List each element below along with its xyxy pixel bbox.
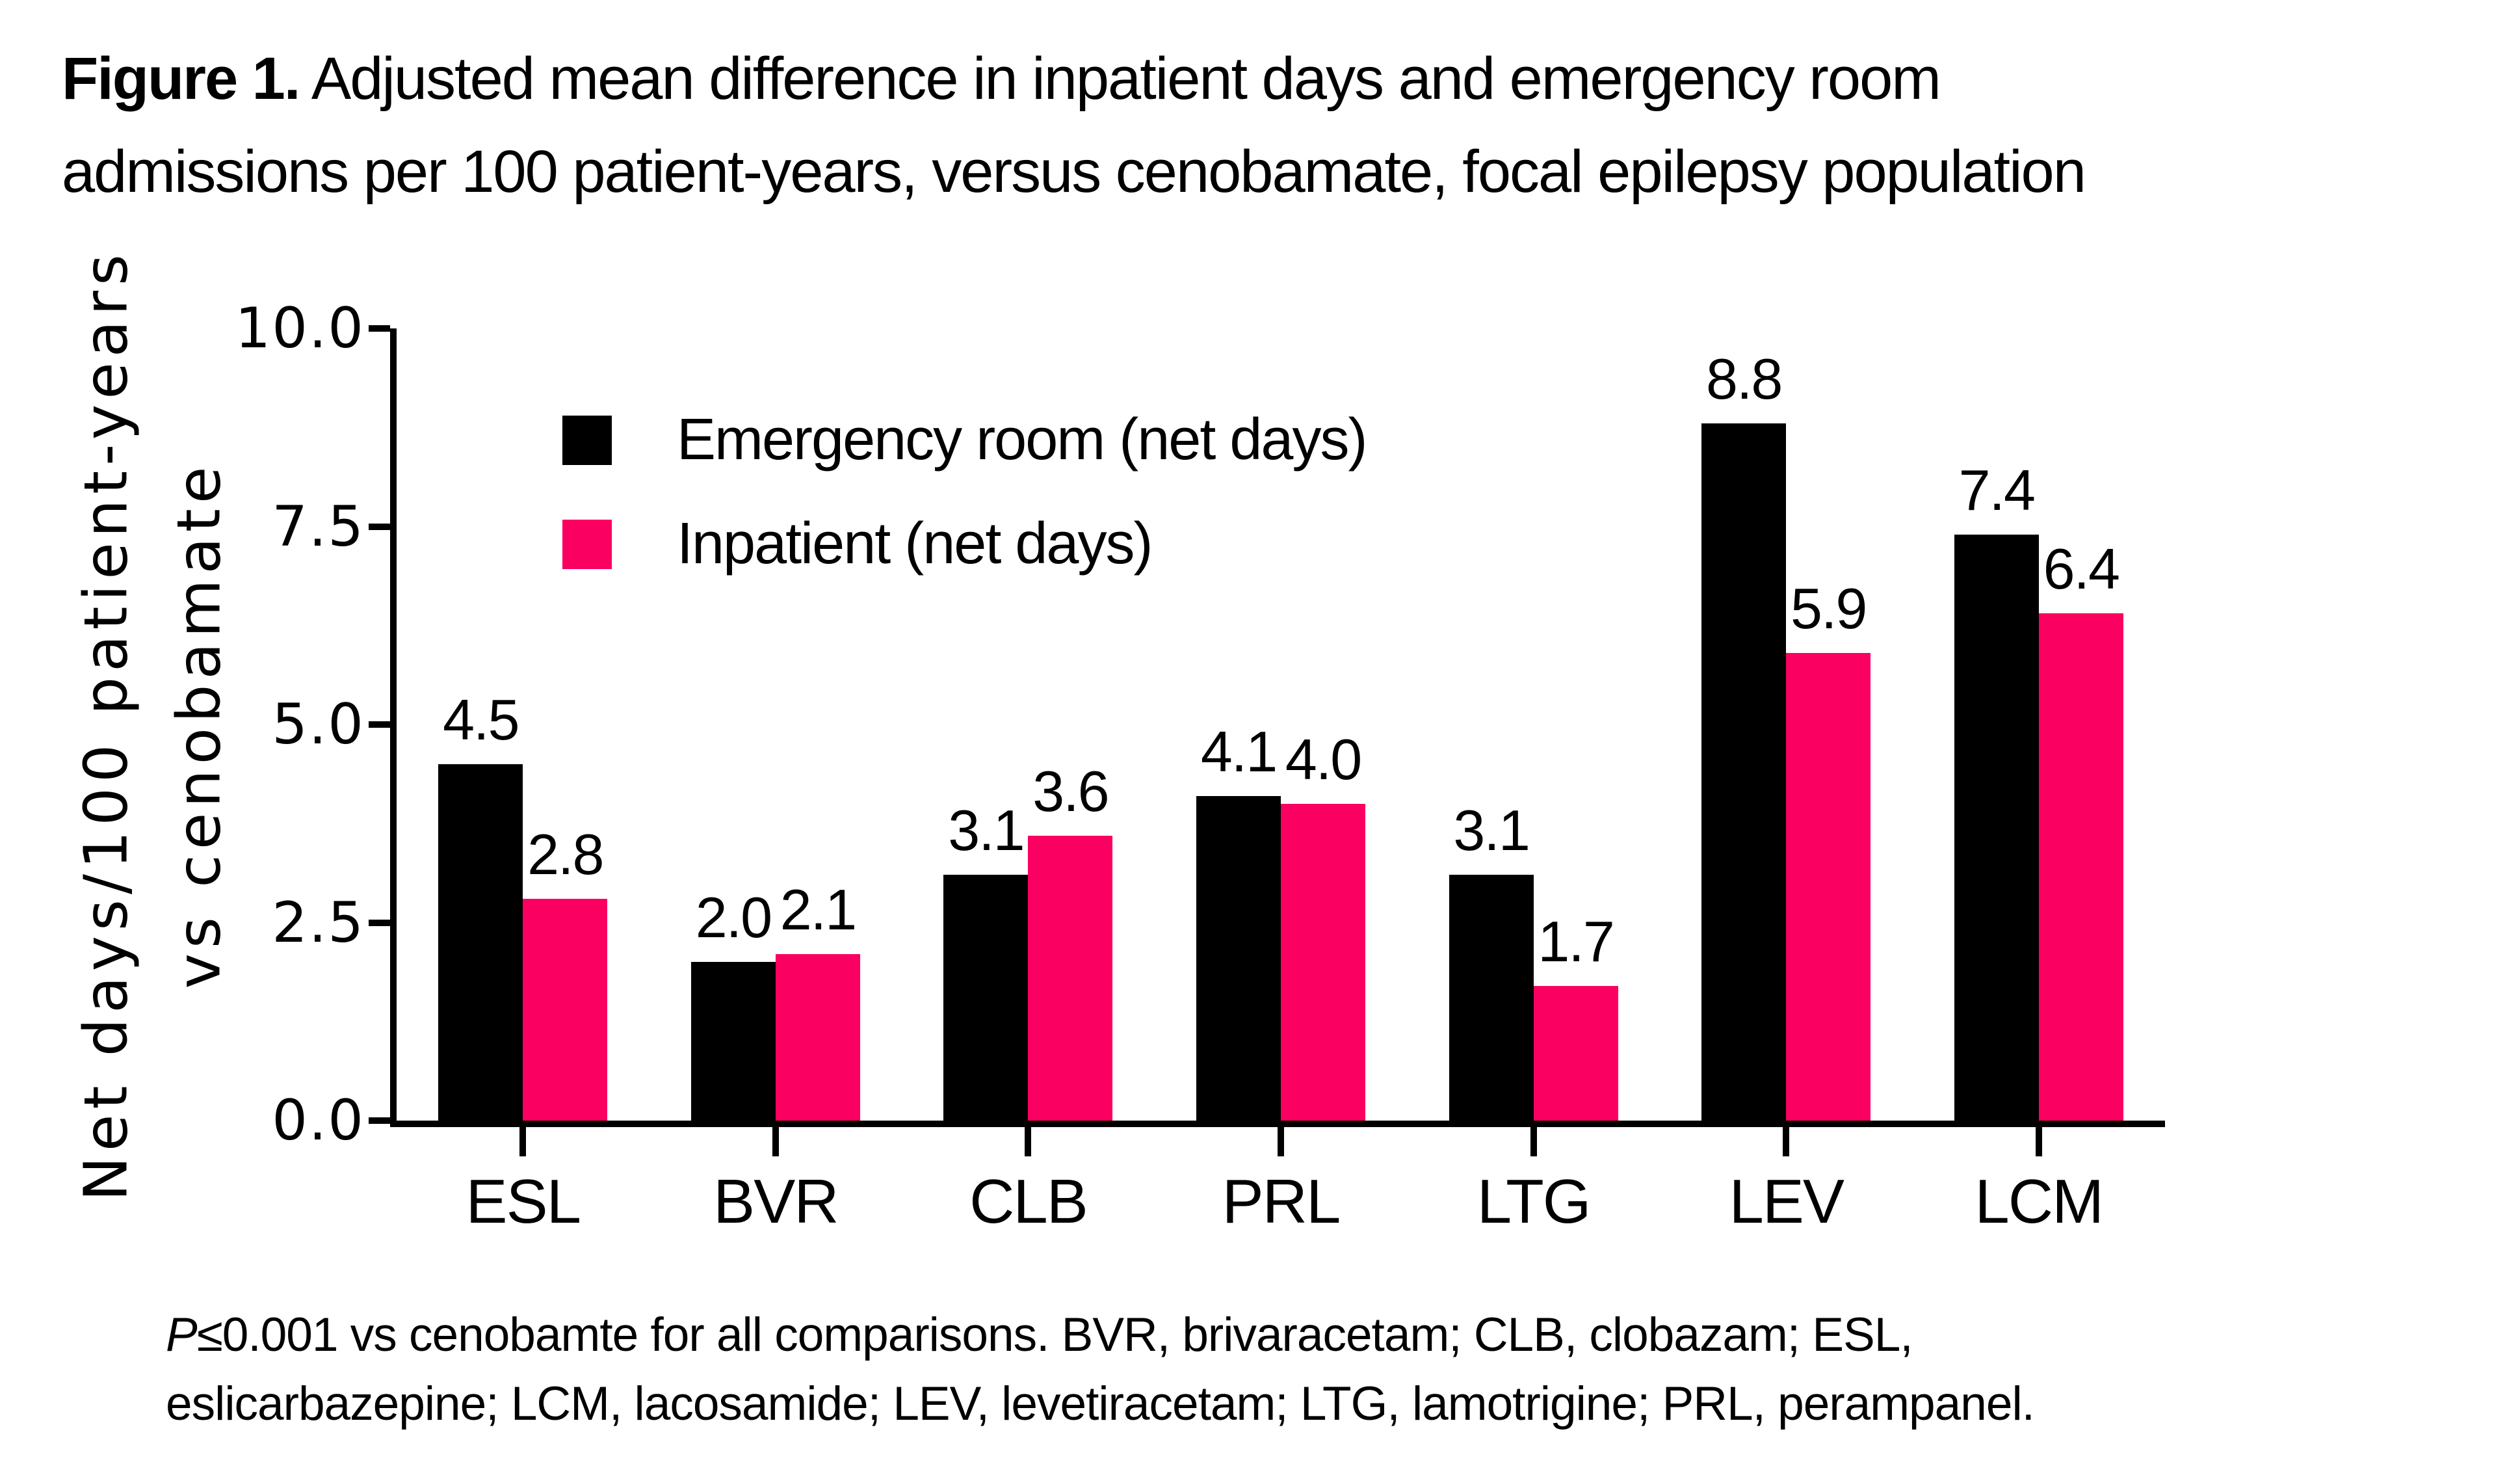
bar-groups: 4.5 2.8 ESL 2.0 2.1 BVR 3.1 3.6 CLB 4.1 4.0 PRL 3.1 1… (397, 328, 2165, 1234)
bar-inpatient-lev: 5.9 (1786, 580, 1871, 1121)
x-axis-label-lcm: LCM (1975, 1167, 2104, 1236)
category-group-bvr: 2.0 2.1 BVR (650, 328, 902, 1234)
footnote: P≤0.001 vs cenobamte for all comparisons… (166, 1301, 2376, 1439)
bar-value-label: 6.4 (2043, 537, 2120, 602)
x-axis-label-lev: LEV (1729, 1167, 1844, 1236)
bar-pair: 4.1 4.0 (1196, 328, 1366, 1121)
bar-value-label: 2.1 (780, 877, 857, 942)
x-axis-label-bvr: BVR (713, 1167, 839, 1236)
category-group-esl: 4.5 2.8 ESL (397, 328, 650, 1234)
y-axis-tick-label: 10.0 (235, 296, 365, 361)
bar-inpatient-lcm: 6.4 (2038, 540, 2123, 1121)
plot-area: 0.0 2.5 5.0 7.5 10.0 4.5 2.8 ESL 2.0 2.1 BVR 3.1 3.… (235, 296, 2165, 1234)
footnote-line1: P≤0.001 vs cenobamte for all comparisons… (166, 1301, 2376, 1370)
bar-pair: 3.1 1.7 (1449, 328, 1618, 1121)
y-axis-title: Net days/100 patient-years vs cenobamate (60, 249, 245, 1201)
category-group-prl: 4.1 4.0 PRL (1155, 328, 1408, 1234)
bar-inpatient-ltg: 1.7 (1533, 912, 1618, 1121)
bar-value-label: 2.8 (527, 821, 604, 886)
y-axis-tick (369, 721, 390, 728)
bar-emergency-room-lcm: 7.4 (1954, 461, 2039, 1121)
y-axis-tick (369, 325, 390, 332)
legend-swatch-emergency-room (562, 415, 612, 465)
bar-pair: 8.8 5.9 (1701, 328, 1871, 1121)
category-group-ltg: 3.1 1.7 LTG (1407, 328, 1660, 1234)
y-axis-tick (369, 1117, 390, 1124)
footnote-p-value: P (166, 1309, 198, 1361)
bar-value-label: 3.1 (1453, 798, 1530, 863)
bar-value-label: 3.6 (1032, 758, 1109, 823)
legend-swatch-inpatient (562, 519, 612, 569)
bar-value-label: 3.1 (948, 798, 1025, 863)
bar-inpatient-clb: 3.6 (1028, 762, 1113, 1121)
x-axis-tick (772, 1127, 779, 1156)
x-axis-tick (519, 1127, 527, 1156)
bar-value-label: 5.9 (1791, 576, 1867, 641)
bar-emergency-room-bvr: 2.0 (690, 889, 776, 1121)
y-axis-tick-label: 0.0 (272, 1088, 365, 1153)
bar-value-label: 4.0 (1285, 726, 1362, 792)
y-axis: 0.0 2.5 5.0 7.5 10.0 (235, 296, 2165, 1153)
bar-value-label: 1.7 (1538, 909, 1614, 974)
bar-value-label: 4.5 (443, 687, 519, 752)
legend-label-emergency-room: Emergency room (net days) (677, 407, 1367, 472)
bar-emergency-room-clb: 3.1 (943, 802, 1029, 1121)
y-axis-title-line2: vs cenobamate (164, 461, 233, 989)
figure-title-line1: Figure 1. Adjusted mean difference in in… (62, 33, 2480, 126)
footnote-line1-text: ≤0.001 vs cenobamte for all comparisons.… (196, 1309, 1913, 1361)
bar-pair: 4.5 2.8 (438, 328, 608, 1121)
category-group-clb: 3.1 3.6 CLB (902, 328, 1155, 1234)
x-axis-tick (1025, 1127, 1032, 1156)
legend-item-inpatient: Inpatient (net days) (562, 511, 1366, 578)
bar-pair: 2.0 2.1 (690, 328, 860, 1121)
x-axis-label-prl: PRL (1222, 1167, 1341, 1236)
bar-inpatient-prl: 4.0 (1281, 730, 1366, 1121)
bar-value-label: 8.8 (1706, 347, 1783, 412)
bar-emergency-room-esl: 4.5 (438, 691, 523, 1121)
bar-emergency-room-ltg: 3.1 (1449, 802, 1534, 1121)
legend-label-inpatient: Inpatient (net days) (677, 511, 1153, 576)
x-axis-tick (1783, 1127, 1790, 1156)
figure-number: Figure 1. (62, 46, 300, 112)
figure-title: Figure 1. Adjusted mean difference in in… (62, 33, 2480, 218)
figure-title-line2: admissions per 100 patient-years, versus… (62, 138, 2086, 205)
x-axis-tick (1530, 1127, 1537, 1156)
legend: Emergency room (net days) Inpatient (net… (562, 406, 1367, 578)
bar-inpatient-bvr: 2.1 (775, 881, 860, 1121)
y-axis-tick-label: 5.0 (272, 692, 365, 757)
x-axis-label-ltg: LTG (1477, 1167, 1592, 1236)
bar-pair: 3.1 3.6 (943, 328, 1113, 1121)
bar-pair: 7.4 6.4 (1954, 328, 2123, 1121)
figure-title-line1-text: Adjusted mean difference in inpatient da… (299, 46, 1941, 112)
bar-value-label: 4.1 (1200, 719, 1278, 784)
bar-value-label: 7.4 (1958, 457, 2036, 522)
x-axis-label-clb: CLB (969, 1167, 1088, 1236)
x-axis-label-esl: ESL (466, 1167, 581, 1236)
y-axis-tick-label: 2.5 (272, 890, 365, 955)
x-axis-tick (2035, 1127, 2042, 1156)
y-axis-tick-label: 7.5 (272, 494, 365, 559)
bar-value-label: 2.0 (695, 885, 772, 950)
bar-emergency-room-lev: 8.8 (1701, 351, 1787, 1121)
x-axis-tick (1278, 1127, 1285, 1156)
y-axis-title-line1: Net days/100 patient-years (71, 249, 141, 1201)
bar-emergency-room-prl: 4.1 (1196, 723, 1281, 1121)
legend-item-emergency-room: Emergency room (net days) (562, 406, 1367, 473)
y-axis-tick (369, 523, 390, 530)
category-group-lev: 8.8 5.9 LEV (1660, 328, 1913, 1234)
bar-inpatient-esl: 2.8 (523, 825, 608, 1121)
y-axis-tick (369, 919, 390, 926)
category-group-lcm: 7.4 6.4 LCM (1912, 328, 2165, 1234)
footnote-line2: eslicarbazepine; LCM, lacosamide; LEV, l… (166, 1377, 2035, 1430)
